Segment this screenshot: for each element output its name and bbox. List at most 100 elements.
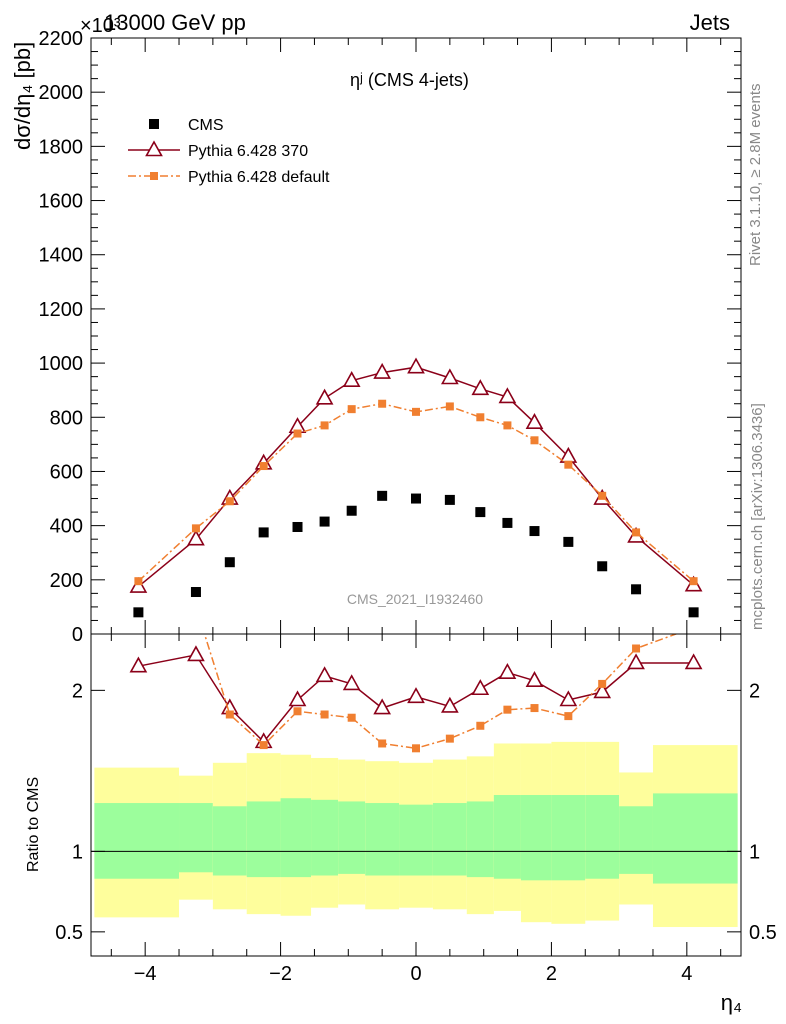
inner-band-segment (493, 795, 521, 879)
inner-band-segment (652, 793, 738, 884)
data-point (530, 436, 539, 445)
data-point (498, 387, 517, 404)
data-point (190, 587, 201, 598)
series-line (137, 402, 695, 582)
inner-band-segment (311, 799, 339, 876)
inner-band-segment (246, 801, 281, 878)
inner-band-segment (212, 806, 247, 876)
data-point (225, 497, 234, 506)
inner-band-segment (619, 806, 653, 874)
data-point (342, 674, 361, 691)
data-point (150, 172, 158, 180)
data-point (293, 707, 302, 716)
data-point (315, 388, 334, 405)
legend-label: Pythia 6.428 default (188, 169, 330, 186)
data-point (632, 644, 641, 653)
ratio-y-tick-label: 0.5 (55, 922, 83, 944)
data-point (689, 577, 698, 586)
data-point (378, 739, 387, 748)
data-point (690, 624, 698, 632)
x-tick-label: −4 (134, 963, 157, 985)
series-line (137, 366, 695, 588)
inner-band-segment (520, 795, 552, 881)
data-point (598, 679, 607, 688)
data-point (632, 528, 641, 537)
data-point (412, 407, 420, 416)
data-point (688, 607, 699, 618)
data-point (373, 698, 392, 715)
ratio-y-tick-label: 1 (72, 841, 83, 863)
data-point (525, 671, 544, 687)
data-point (476, 413, 485, 422)
data-point (476, 721, 485, 730)
inner-band-segment (399, 804, 433, 876)
ratio-y-tick-label: 1 (749, 841, 760, 863)
data-point (563, 536, 574, 547)
data-point (440, 368, 459, 385)
data-point (224, 557, 235, 568)
data-point (259, 462, 268, 471)
data-point (627, 653, 645, 670)
y-tick-label: 2200 (39, 28, 84, 50)
data-point (347, 405, 356, 414)
data-point (564, 712, 573, 721)
data-point (411, 493, 421, 504)
data-point (407, 357, 425, 374)
rivet-label: Rivet 3.1.10, ≥ 2.8M events (747, 84, 764, 267)
data-point (293, 429, 302, 438)
y-tick-label: 0 (72, 624, 83, 646)
x-tick-label: −2 (269, 963, 292, 985)
data-point (149, 119, 159, 129)
data-point (559, 690, 578, 707)
data-point (593, 682, 612, 699)
data-point (292, 521, 303, 532)
inner-band-segment (365, 803, 400, 876)
main-series (129, 357, 703, 618)
data-point (445, 402, 454, 411)
inner-band-segment (466, 801, 494, 878)
inner-band-segment (338, 801, 366, 874)
legend-label: Pythia 6.428 370 (188, 143, 308, 160)
main-y-axis-label: dσ/dη₄ [pb] (10, 42, 35, 150)
data-point (444, 494, 455, 505)
data-point (475, 507, 486, 518)
data-point (598, 491, 607, 500)
data-point (471, 679, 490, 696)
y-tick-label: 1800 (39, 136, 84, 158)
data-point (378, 399, 387, 408)
data-point (129, 656, 148, 673)
data-point (530, 704, 539, 713)
y-tick-label: 800 (50, 407, 83, 429)
data-point (407, 687, 425, 704)
y-tick-label: 1600 (39, 191, 84, 213)
ratio-series (129, 624, 703, 753)
inner-band-segment (179, 803, 213, 873)
x-tick-label: 2 (546, 963, 557, 985)
plot-title: ηʲ (CMS 4-jets) (350, 70, 469, 90)
data-point (320, 421, 329, 430)
x-axis-label: η₄ (721, 990, 742, 1015)
watermark: CMS_2021_I1932460 (347, 591, 483, 607)
data-point (320, 710, 329, 719)
mcplots-label: mcplots.cern.ch [arXiv:1306.3436] (749, 403, 766, 630)
ratio-y-tick-label: 0.5 (749, 922, 777, 944)
data-point (225, 710, 234, 719)
data-point (597, 561, 608, 572)
ratio-y-tick-label: 2 (749, 680, 760, 702)
series-line (203, 634, 679, 750)
y-tick-label: 1000 (39, 353, 84, 375)
uncertainty-bands (91, 741, 741, 928)
data-point (440, 696, 459, 713)
data-point (145, 140, 163, 157)
data-point (684, 653, 703, 670)
header-right: Jets (690, 10, 730, 35)
y-tick-label: 1400 (39, 245, 84, 267)
data-point (133, 607, 144, 618)
y-tick-label: 200 (50, 570, 83, 592)
data-point (347, 713, 356, 722)
data-point (346, 505, 357, 516)
x-tick-label: 0 (410, 963, 421, 985)
data-point (412, 744, 420, 753)
inner-band-segment (585, 795, 620, 879)
